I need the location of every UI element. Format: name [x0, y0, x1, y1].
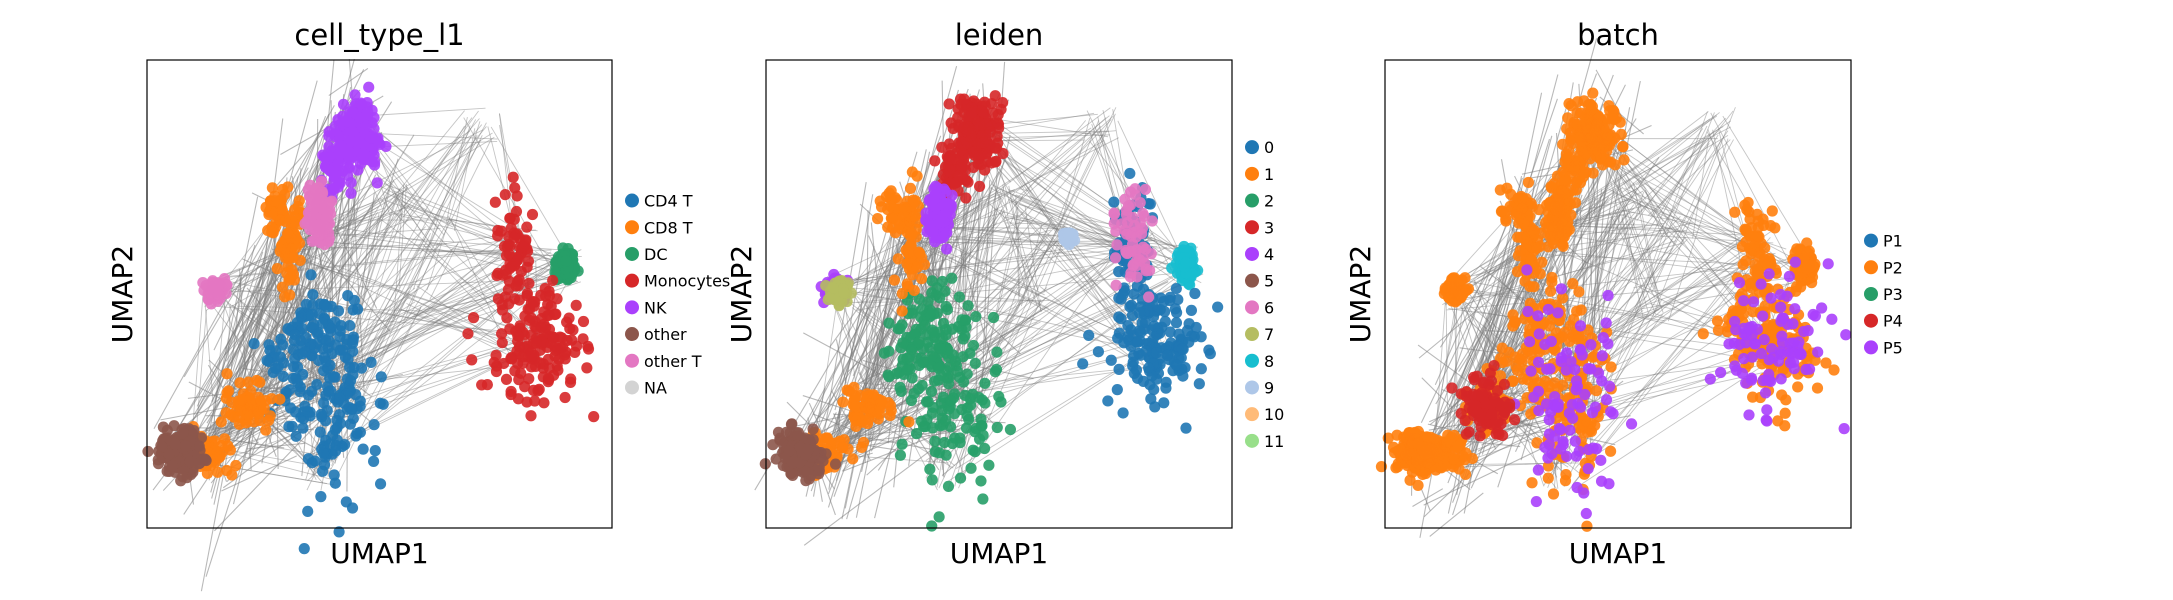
points-p2	[1438, 177, 1577, 308]
umap-panel-2: leiden UMAP1 UMAP2 0 1 2 3 4 5 6 7 8 9 10 11	[725, 18, 1284, 570]
legend-label: 5	[1264, 272, 1274, 291]
points-cd8-t	[165, 181, 310, 481]
y-axis-label: UMAP2	[1344, 245, 1377, 344]
legend-label: other T	[644, 352, 702, 371]
points-7	[820, 275, 857, 312]
legend-label: NA	[644, 378, 667, 397]
plot-frame	[765, 59, 1233, 529]
points-5	[759, 418, 842, 487]
legend-marker	[625, 246, 639, 261]
legend-label: P3	[1883, 285, 1903, 304]
points-cd4-t	[248, 269, 389, 555]
points-other-t	[197, 175, 338, 310]
points-3	[929, 90, 1009, 206]
points-6	[1108, 183, 1158, 303]
legend-label: DC	[644, 245, 668, 264]
legend-marker	[1245, 166, 1259, 181]
legend-marker	[625, 327, 639, 342]
legend-label: 2	[1264, 192, 1274, 211]
panel-title: cell_type_l1	[294, 18, 464, 52]
legend-label: other	[644, 325, 687, 344]
legend: CD4 T CD8 T DC Monocytes NK other other T NA	[625, 192, 730, 397]
legend: P1 P2 P3 P4 P5	[1864, 232, 1903, 357]
legend-label: 3	[1264, 218, 1274, 237]
legend-marker	[625, 193, 639, 208]
panel-title: leiden	[955, 18, 1044, 52]
plot-area	[1376, 38, 1852, 537]
x-axis-label: UMAP1	[950, 537, 1049, 570]
points-nk	[315, 81, 392, 204]
legend-label: 4	[1264, 245, 1274, 264]
legend-label: P1	[1883, 232, 1903, 251]
legend-label: 10	[1264, 405, 1284, 424]
x-axis-label: UMAP1	[330, 537, 429, 570]
points-p5	[1704, 256, 1852, 435]
points-p2	[1551, 87, 1630, 209]
points-other	[142, 420, 212, 487]
plot-frame	[146, 59, 613, 529]
legend-marker	[1245, 273, 1259, 288]
points-2	[864, 272, 1017, 532]
legend-marker	[625, 300, 639, 315]
points-dc	[549, 242, 584, 286]
legend-label: 1	[1264, 165, 1274, 184]
points-p2	[1375, 425, 1450, 491]
legend-label: P2	[1883, 258, 1903, 277]
plot-area	[142, 59, 599, 591]
legend-marker	[1245, 300, 1259, 315]
legend-marker	[1245, 327, 1259, 342]
y-axis-label: UMAP2	[106, 245, 139, 344]
legend-label: P5	[1883, 338, 1903, 357]
legend-marker	[625, 380, 639, 395]
points-p4	[1446, 359, 1521, 442]
points-monocytes	[462, 171, 600, 423]
legend-label: Monocytes	[644, 272, 730, 291]
legend-marker	[1864, 313, 1878, 328]
legend-label: 6	[1264, 298, 1274, 317]
umap-panel-3: batch UMAP1 UMAP2 P1 P2 P3 P4 P5	[1344, 18, 1903, 570]
legend-marker	[1864, 233, 1878, 248]
plot-area	[755, 62, 1223, 545]
legend-label: NK	[644, 298, 667, 317]
legend-marker	[625, 273, 639, 288]
legend-marker	[1245, 433, 1259, 448]
legend: 0 1 2 3 4 5 6 7 8 9 10 11	[1245, 138, 1284, 451]
plot-frame	[1384, 59, 1852, 529]
panel-title: batch	[1577, 18, 1659, 52]
x-axis-label: UMAP1	[1569, 537, 1668, 570]
legend-label: 0	[1264, 138, 1274, 157]
legend-label: CD4 T	[644, 192, 693, 211]
legend-marker	[1864, 260, 1878, 275]
legend-marker	[625, 220, 639, 235]
y-axis-label: UMAP2	[725, 245, 758, 344]
legend-marker	[1864, 340, 1878, 355]
legend-label: P4	[1883, 312, 1903, 331]
legend-marker	[1245, 140, 1259, 155]
legend-marker	[625, 353, 639, 368]
legend-marker	[1245, 246, 1259, 261]
legend-label: 8	[1264, 352, 1274, 371]
legend-marker	[1245, 407, 1259, 422]
points-9	[1057, 227, 1081, 251]
legend-marker	[1245, 193, 1259, 208]
legend-marker	[1245, 380, 1259, 395]
legend-label: 9	[1264, 378, 1274, 397]
legend-marker	[1864, 287, 1878, 301]
points-p5	[1509, 264, 1638, 520]
legend-marker	[1245, 220, 1259, 235]
points-8	[1166, 240, 1204, 291]
umap-panel-1: cell_type_l1 UMAP1 UMAP2 CD4 T CD8 T DC Monocy…	[106, 18, 730, 591]
legend-label: CD8 T	[644, 218, 693, 237]
legend-marker	[1245, 353, 1259, 368]
points-0	[1077, 167, 1224, 434]
legend-label: 11	[1264, 432, 1284, 451]
legend-label: 7	[1264, 325, 1274, 344]
